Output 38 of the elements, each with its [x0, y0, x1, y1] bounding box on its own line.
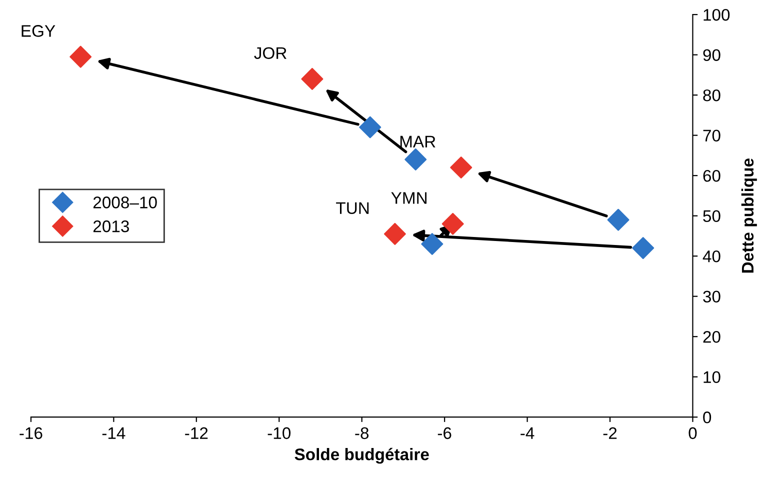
- annotation: YMN: [391, 192, 426, 204]
- x-tick-label: -10: [268, 427, 291, 440]
- y-tick-label: 100: [704, 8, 730, 21]
- x-tick-label: -8: [355, 427, 369, 440]
- annotation: TUN: [336, 202, 369, 214]
- point: [70, 46, 92, 68]
- y-tick-label: 20: [703, 330, 720, 343]
- point: [450, 156, 472, 179]
- point: [442, 212, 464, 235]
- x-tick-label: -16: [20, 427, 42, 440]
- y-tick-label: 70: [703, 130, 720, 142]
- y-tick-label: 80: [703, 89, 720, 102]
- y-tick-label: 30: [703, 290, 720, 303]
- x-tick-label: -12: [185, 427, 208, 439]
- annotation: EGY: [22, 25, 56, 37]
- point: [421, 233, 444, 255]
- y-tick-label: 0: [703, 412, 712, 424]
- point: [301, 68, 324, 90]
- point: [404, 148, 427, 170]
- annotation: MAR: [400, 136, 436, 148]
- y-tick-label: 40: [702, 250, 720, 262]
- y-tick-label: 90: [703, 49, 720, 62]
- point: [607, 208, 630, 231]
- y-axis-title: Dette publique: [741, 158, 757, 273]
- annotation: JOR: [254, 47, 286, 59]
- legend-label: 2013: [93, 220, 129, 232]
- y-tick-label: 10: [704, 371, 720, 384]
- x-tick-label: -6: [438, 427, 452, 440]
- point: [632, 237, 654, 260]
- point: [384, 222, 406, 245]
- y-tick-label: 60: [703, 170, 720, 182]
- x-tick-label: -2: [603, 427, 617, 439]
- x-axis-title: Solde budgétaire: [294, 448, 429, 464]
- x-tick-label: 0: [688, 427, 697, 440]
- legend-label: 2008–10: [93, 196, 157, 208]
- x-tick-label: -4: [520, 427, 534, 439]
- x-tick-label: -14: [102, 427, 126, 439]
- y-tick-label: 50: [703, 210, 720, 222]
